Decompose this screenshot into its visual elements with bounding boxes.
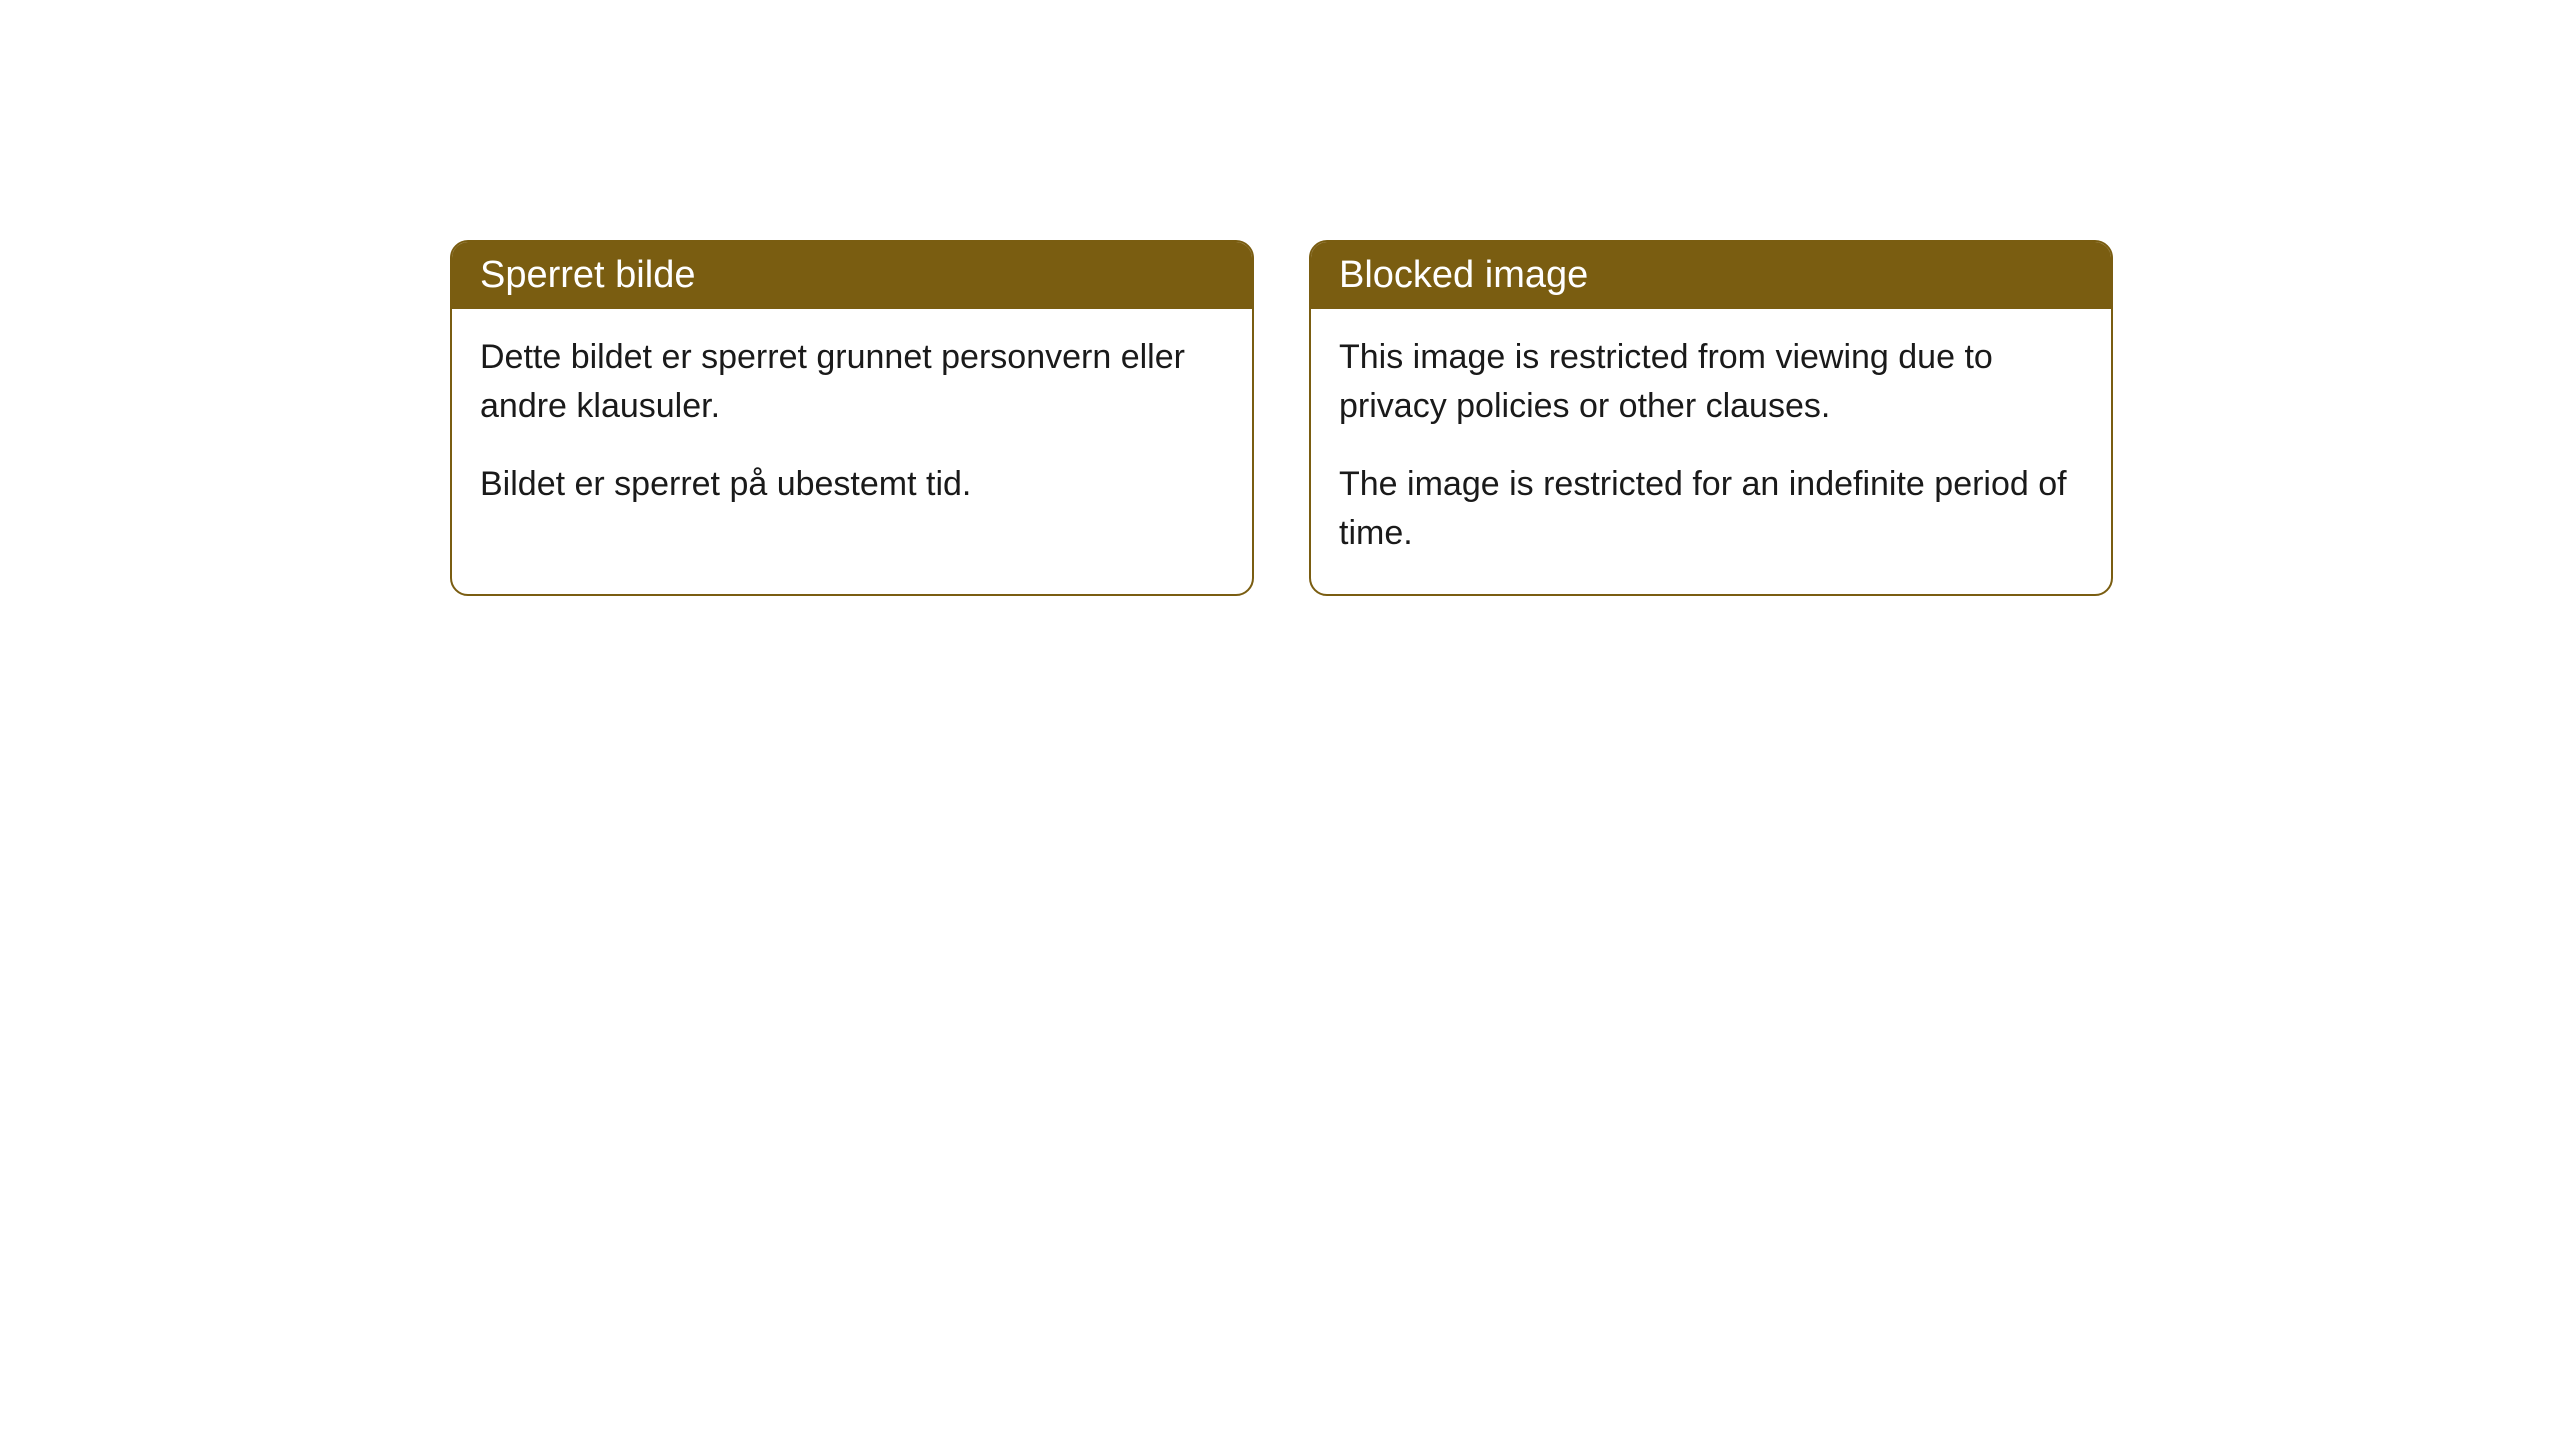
card-body: Dette bildet er sperret grunnet personve… (452, 309, 1252, 545)
notice-card-english: Blocked image This image is restricted f… (1309, 240, 2113, 596)
card-paragraph: The image is restricted for an indefinit… (1339, 460, 2083, 559)
card-paragraph: Dette bildet er sperret grunnet personve… (480, 333, 1224, 432)
card-header: Sperret bilde (452, 242, 1252, 309)
card-paragraph: Bildet er sperret på ubestemt tid. (480, 460, 1224, 509)
card-paragraph: This image is restricted from viewing du… (1339, 333, 2083, 432)
card-title: Blocked image (1339, 254, 1588, 296)
card-header: Blocked image (1311, 242, 2111, 309)
notice-container: Sperret bilde Dette bildet er sperret gr… (0, 0, 2560, 596)
card-body: This image is restricted from viewing du… (1311, 309, 2111, 594)
notice-card-norwegian: Sperret bilde Dette bildet er sperret gr… (450, 240, 1254, 596)
card-title: Sperret bilde (480, 254, 695, 296)
